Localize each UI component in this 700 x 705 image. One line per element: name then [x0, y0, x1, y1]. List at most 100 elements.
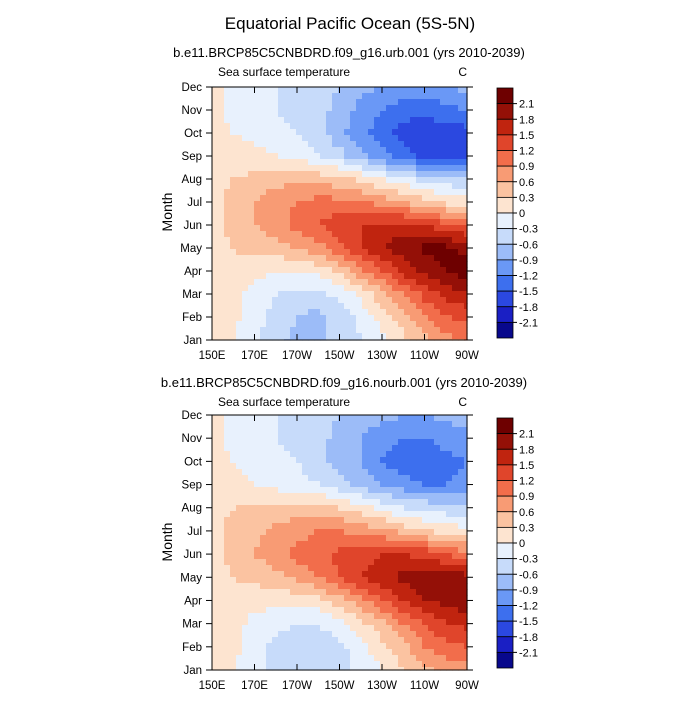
- contour-cell: [314, 469, 321, 476]
- contour-cell: [338, 577, 345, 584]
- contour-cell: [230, 457, 237, 464]
- contour-cell: [416, 451, 423, 458]
- contour-cell: [248, 469, 255, 476]
- contour-cell: [314, 421, 321, 428]
- contour-cell: [296, 129, 303, 136]
- contour-cell: [230, 661, 237, 668]
- contour-cell: [464, 297, 468, 304]
- contour-cell: [224, 87, 231, 94]
- contour-cell: [230, 207, 237, 214]
- contour-cell: [212, 273, 219, 280]
- contour-cell: [248, 87, 255, 94]
- contour-cell: [308, 595, 315, 602]
- contour-cell: [326, 529, 333, 536]
- contour-cell: [392, 333, 399, 340]
- contour-cell: [254, 505, 261, 512]
- contour-cell: [362, 255, 369, 262]
- contour-cell: [260, 315, 267, 322]
- contour-cell: [266, 499, 273, 506]
- contour-cell: [266, 625, 273, 632]
- contour-cell: [428, 541, 435, 548]
- contour-cell: [224, 415, 231, 422]
- contour-cell: [458, 309, 465, 316]
- contour-cell: [356, 571, 363, 578]
- contour-cell: [326, 267, 333, 274]
- contour-cell: [362, 321, 369, 328]
- contour-cell: [434, 243, 441, 250]
- contour-cell: [278, 649, 285, 656]
- contour-cell: [392, 279, 399, 286]
- contour-cell: [212, 171, 219, 178]
- contour-cell: [284, 309, 291, 316]
- contour-cell: [464, 159, 468, 166]
- contour-cell: [266, 87, 273, 94]
- contour-cell: [428, 577, 435, 584]
- contour-cell: [212, 93, 219, 100]
- contour-cell: [380, 153, 387, 160]
- contour-cell: [446, 153, 453, 160]
- contour-cell: [278, 183, 285, 190]
- contour-cell: [236, 643, 243, 650]
- contour-cell: [278, 105, 285, 112]
- contour-cell: [464, 285, 468, 292]
- contour-cell: [404, 195, 411, 202]
- contour-cell: [344, 583, 351, 590]
- contour-cell: [230, 189, 237, 196]
- contour-cell: [368, 559, 375, 566]
- contour-cell: [392, 457, 399, 464]
- contour-cell: [410, 129, 417, 136]
- contour-cell: [386, 213, 393, 220]
- contour-cell: [458, 523, 465, 530]
- contour-cell: [308, 333, 315, 340]
- contour-cell: [452, 189, 459, 196]
- contour-cell: [374, 445, 381, 452]
- colorbar-label: 0.9: [519, 491, 534, 503]
- contour-cell: [272, 505, 279, 512]
- colorbar-box: [496, 306, 514, 323]
- contour-cell: [308, 535, 315, 542]
- contour-cell: [440, 183, 447, 190]
- contour-cell: [392, 315, 399, 322]
- contour-cell: [380, 595, 387, 602]
- contour-cell: [422, 667, 429, 671]
- contour-cell: [314, 303, 321, 310]
- contour-cell: [218, 147, 225, 154]
- contour-cell: [296, 117, 303, 124]
- contour-cell: [404, 577, 411, 584]
- contour-cell: [284, 135, 291, 142]
- contour-cell: [248, 643, 255, 650]
- contour-cell: [224, 135, 231, 142]
- contour-cell: [320, 607, 327, 614]
- contour-cell: [230, 219, 237, 226]
- contour-cell: [278, 637, 285, 644]
- contour-cell: [362, 559, 369, 566]
- contour-cell: [374, 481, 381, 488]
- contour-cell: [410, 243, 417, 250]
- contour-cell: [362, 625, 369, 632]
- contour-cell: [386, 147, 393, 154]
- contour-cell: [302, 321, 309, 328]
- contour-cell: [212, 637, 219, 644]
- colorbar-label: 0.3: [519, 522, 534, 534]
- contour-cell: [404, 601, 411, 608]
- contour-cell: [350, 243, 357, 250]
- contour-cell: [326, 511, 333, 518]
- contour-cell: [296, 189, 303, 196]
- contour-cell: [218, 141, 225, 148]
- y-tick-label: May: [180, 243, 202, 255]
- contour-cell: [290, 165, 297, 172]
- contour-cell: [422, 147, 429, 154]
- contour-cell: [356, 273, 363, 280]
- contour-cell: [446, 135, 453, 142]
- contour-cell: [356, 649, 363, 656]
- contour-cell: [410, 303, 417, 310]
- contour-cell: [380, 571, 387, 578]
- contour-cell: [326, 535, 333, 542]
- contour-cell: [422, 439, 429, 446]
- contour-cell: [410, 315, 417, 322]
- contour-cell: [458, 499, 465, 506]
- colorbar-label: -0.3: [519, 554, 538, 566]
- contour-cell: [272, 135, 279, 142]
- contour-cell: [278, 445, 285, 452]
- contour-cell: [392, 147, 399, 154]
